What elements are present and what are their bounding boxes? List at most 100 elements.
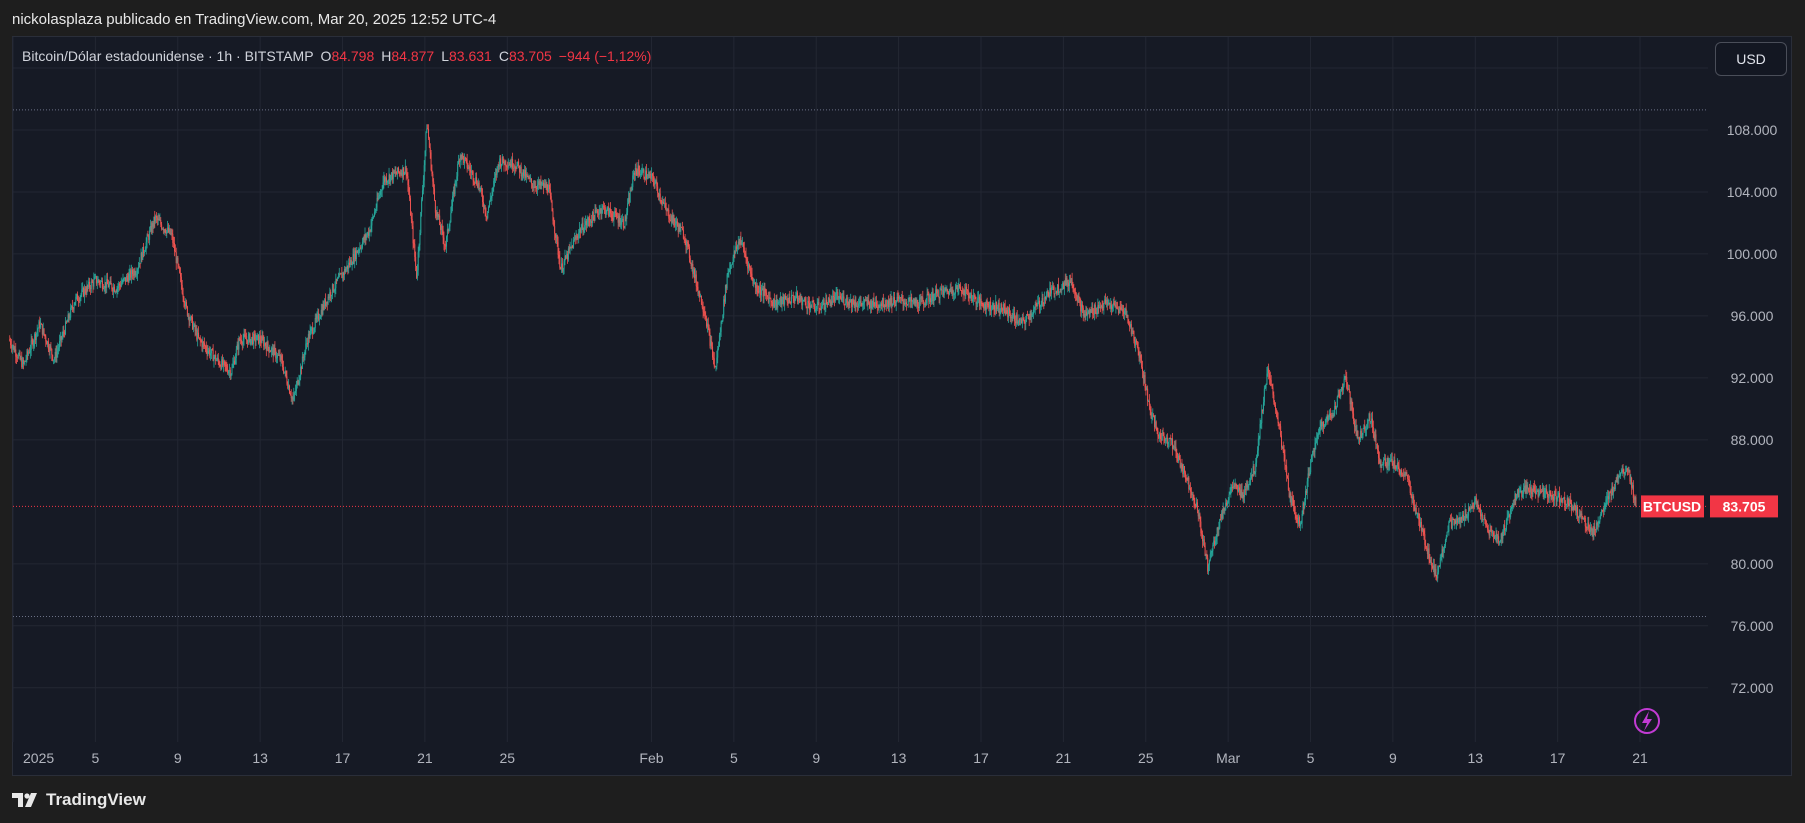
candle-body (441, 225, 443, 230)
candle-body (275, 349, 277, 359)
candle-body (317, 313, 319, 316)
candle-body (925, 303, 927, 305)
candle-body (1578, 515, 1580, 518)
candle-body (36, 330, 38, 334)
candle-body (491, 191, 493, 198)
candle-body (694, 274, 696, 279)
candle-body (874, 303, 876, 307)
candle-body (594, 209, 596, 221)
candle-body (288, 385, 290, 389)
candle-body (191, 316, 193, 318)
candle-body (1627, 468, 1629, 472)
candle-body (636, 170, 638, 175)
candle-body (367, 232, 369, 236)
candle-body (1566, 497, 1568, 505)
candle-body (297, 380, 299, 385)
candle-body (973, 295, 975, 297)
candle-body (1437, 572, 1439, 579)
candle-body (205, 346, 207, 351)
candle-body (433, 181, 435, 189)
candle-body (1401, 470, 1403, 476)
candle-body (428, 128, 430, 139)
candle-body (842, 296, 844, 298)
candle-body (1114, 304, 1116, 308)
candle-body (24, 361, 26, 363)
candle-body (264, 342, 266, 347)
candle-body (361, 242, 363, 248)
candle-body (61, 336, 63, 340)
candle-body (1169, 438, 1171, 439)
candle-body (1504, 530, 1506, 531)
candle-body (308, 334, 310, 339)
candle-body (346, 265, 348, 269)
candle-body (639, 170, 641, 176)
candle-body (911, 296, 913, 302)
candle-body (132, 274, 134, 276)
candle-body (1249, 480, 1251, 485)
candle-body (1598, 521, 1600, 524)
candle-body (645, 170, 647, 179)
candle-body (1386, 457, 1388, 468)
candle-body (1044, 297, 1046, 304)
candle-body (899, 297, 901, 299)
candle-body (1208, 564, 1210, 572)
candle-body (225, 365, 227, 366)
candle-body (905, 302, 907, 305)
candle-body (605, 212, 607, 215)
candle-body (1101, 305, 1103, 308)
candle-body (395, 172, 397, 174)
candle-body (270, 348, 272, 352)
candle-body (1246, 483, 1248, 488)
candle-body (867, 300, 869, 306)
candle-body (1440, 557, 1442, 558)
candle-body (530, 178, 532, 184)
candle-body (478, 182, 480, 189)
candle-body (351, 264, 353, 266)
candle-body (624, 216, 626, 228)
candle-body (1286, 466, 1288, 476)
candle-body (114, 291, 116, 293)
price-axis[interactable]: 112.000108.000104.000100.00096.00092.000… (1727, 60, 1778, 696)
candle-body (426, 128, 428, 133)
candle-body (22, 360, 24, 364)
candle-body (1422, 527, 1424, 531)
candle-body (803, 298, 805, 301)
candle-body (1136, 342, 1138, 348)
candle-body (1240, 489, 1242, 497)
candle-body (314, 318, 316, 329)
candle-body (1218, 528, 1220, 530)
candle-body (553, 220, 555, 227)
candle-body (782, 296, 784, 299)
candle-body (508, 165, 510, 166)
candle-body (1144, 375, 1146, 388)
candle-body (325, 299, 327, 306)
time-axis[interactable]: 2025 5 9 13 17 21 25 Feb 5 9 13 17 21 25 Mar 5 9 13 17 21 (23, 750, 1648, 766)
candle-body (204, 343, 206, 347)
chart-panel[interactable] (12, 36, 1792, 776)
candle-body (261, 336, 263, 343)
lightning-icon[interactable] (1634, 708, 1660, 734)
candle-body (544, 183, 546, 188)
candle-body (1369, 413, 1371, 423)
candle-body (1631, 485, 1633, 488)
candle-body (621, 218, 623, 221)
candle-body (785, 299, 787, 301)
candle-body (1519, 491, 1521, 493)
candle-body (71, 306, 73, 308)
candle-body (721, 321, 723, 322)
candle-body (1447, 531, 1449, 533)
candle-body (126, 276, 128, 278)
candle-body (1108, 303, 1110, 305)
candle-body (167, 227, 169, 233)
candle-body (260, 340, 262, 343)
x-tick-label: 17 (973, 750, 989, 766)
candle-body (1559, 499, 1561, 503)
candle-body (479, 188, 481, 189)
candle-body (439, 215, 441, 226)
candle-body (1491, 530, 1493, 533)
candle-body (797, 292, 799, 302)
candle-body (1542, 488, 1544, 497)
currency-button[interactable]: USD (1715, 42, 1787, 76)
candle-body (1334, 405, 1336, 414)
